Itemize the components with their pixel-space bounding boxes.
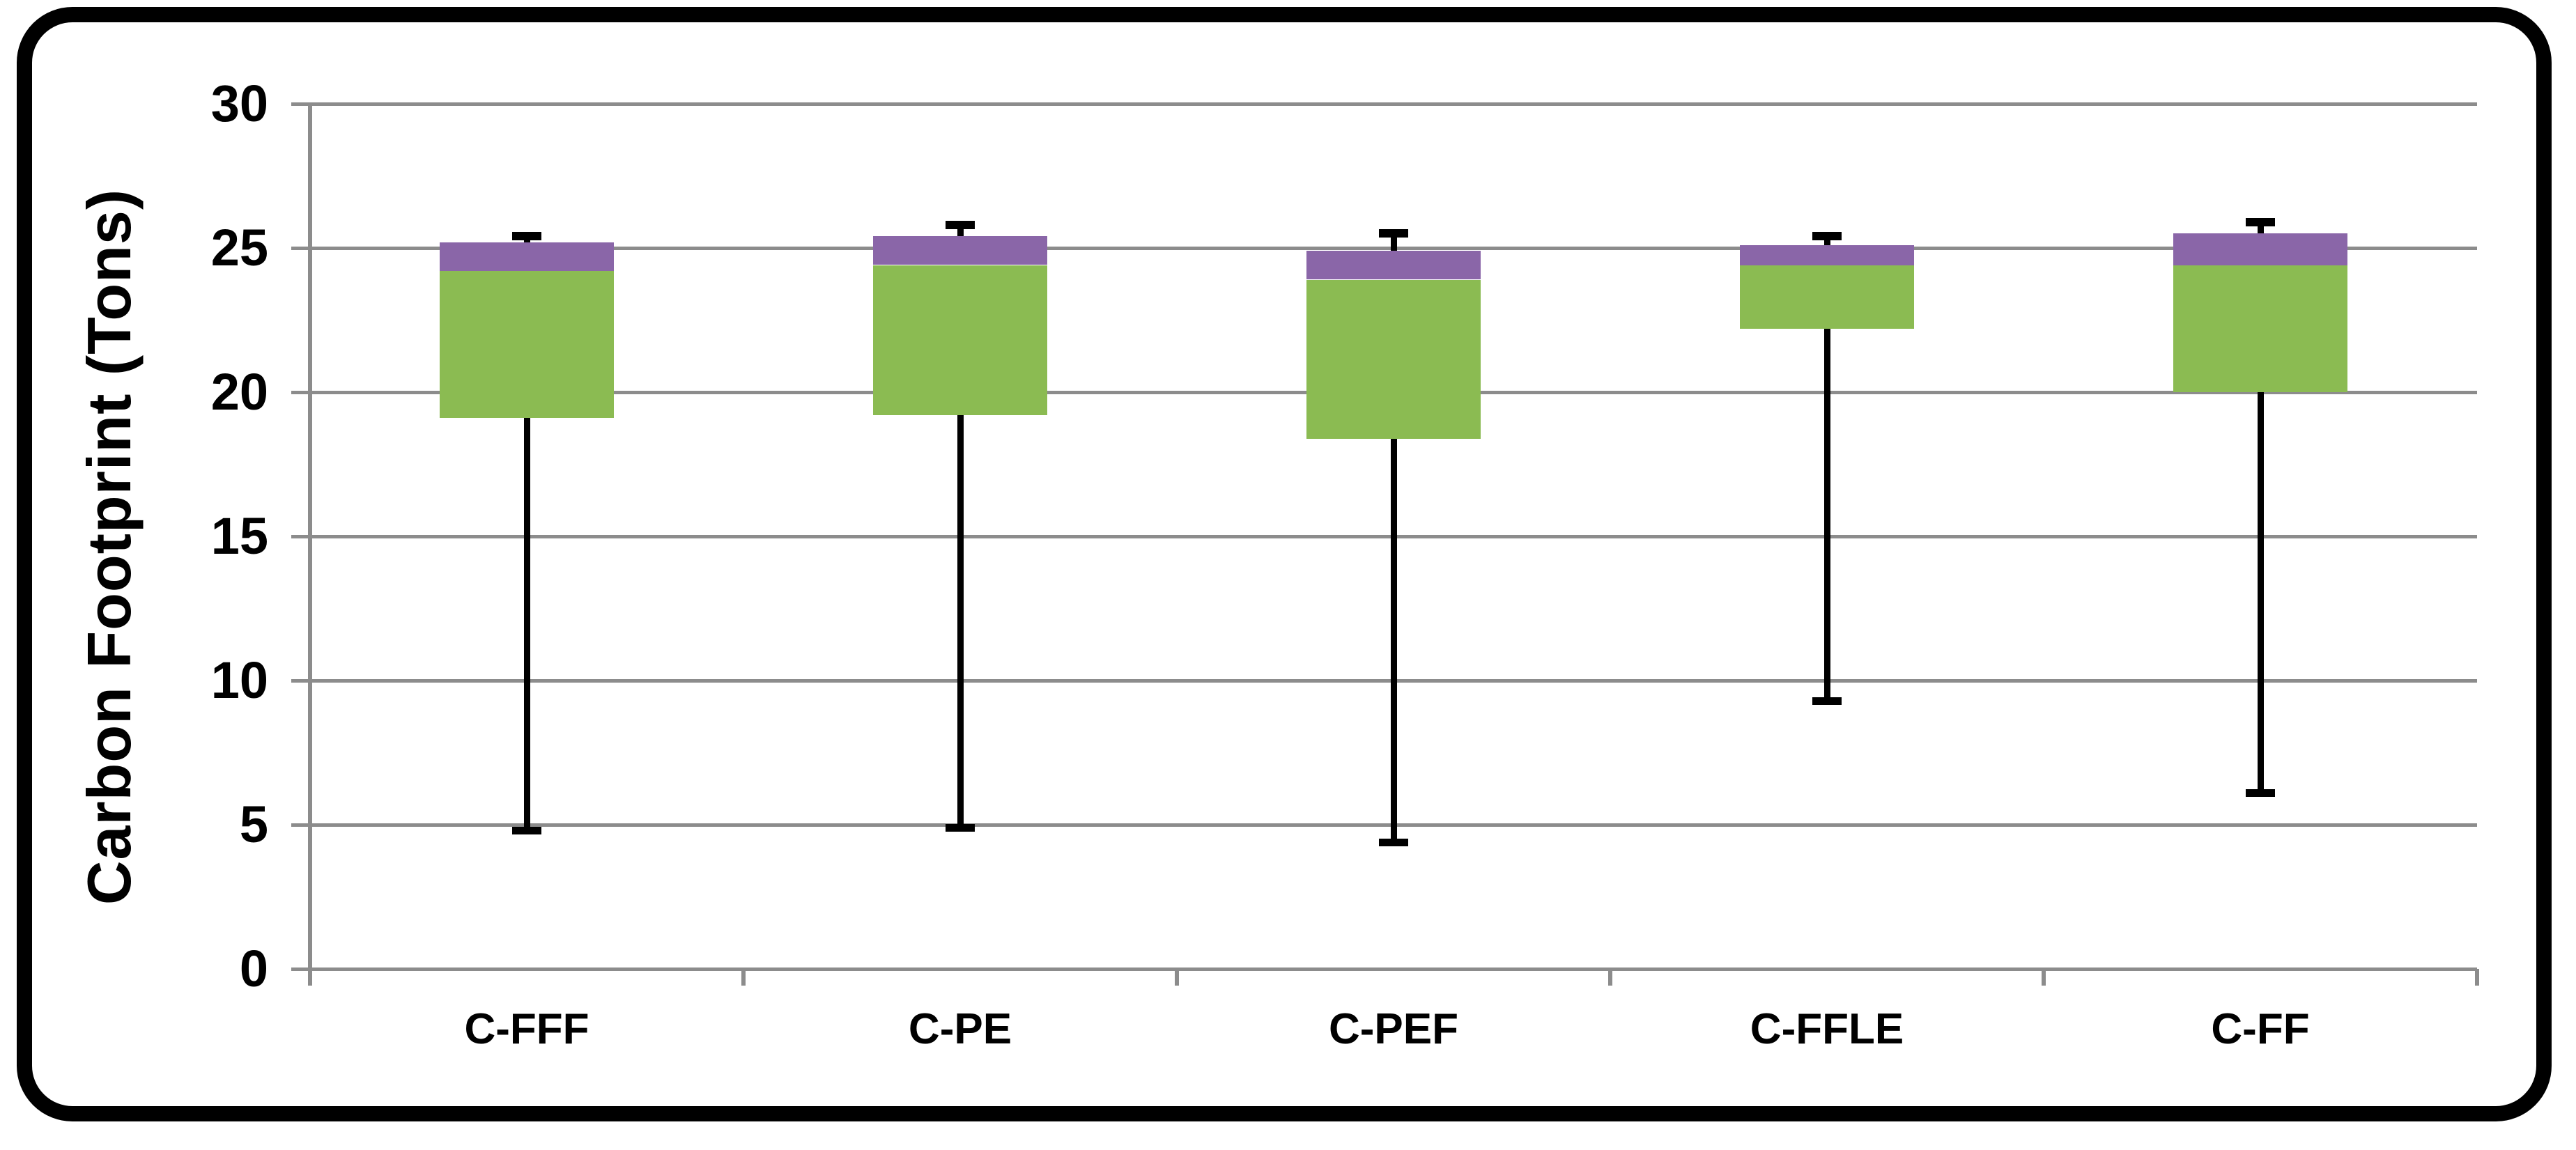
whisker-lower-line-C-FFF (524, 418, 530, 830)
gridline-30 (310, 102, 2477, 106)
x-axis-line (308, 968, 2477, 971)
box-upper-quartile-C-FF (2173, 233, 2347, 265)
y-tick-label-15: 15 (210, 507, 268, 565)
whisker-lower-line-C-FFLE (1824, 329, 1830, 701)
y-axis-line (308, 104, 312, 986)
whisker-upper-stub-C-PEF (1391, 233, 1397, 253)
y-tick-label-25: 25 (210, 219, 268, 277)
x-category-label-C-FFLE: C-FFLE (1750, 1005, 1904, 1053)
whisker-upper-stub-C-FF (2258, 222, 2264, 236)
whisker-lower-line-C-PE (957, 415, 964, 827)
x-category-label-C-FF: C-FF (2211, 1005, 2310, 1053)
whisker-lower-line-C-PEF (1391, 438, 1397, 842)
y-axis-tick-25 (291, 247, 310, 250)
box-lower-quartile-C-FF (2173, 265, 2347, 392)
box-lower-quartile-C-FFF (440, 271, 614, 418)
box-upper-quartile-C-PE (873, 236, 1047, 265)
y-axis-tick-20 (291, 391, 310, 394)
figure-border (17, 7, 2552, 1121)
whisker-upper-stub-C-PE (957, 225, 964, 239)
whisker-max-cap-C-FF (2246, 218, 2275, 226)
whisker-min-cap-C-FF (2246, 789, 2275, 797)
box-lower-quartile-C-FFLE (1740, 265, 1914, 329)
whisker-max-cap-C-PE (946, 221, 975, 229)
whisker-min-cap-C-PE (946, 824, 975, 832)
x-category-label-C-PEF: C-PEF (1329, 1005, 1458, 1053)
y-axis-tick-15 (291, 535, 310, 538)
y-tick-label-5: 5 (239, 795, 268, 853)
y-tick-label-20: 20 (210, 363, 268, 421)
box-upper-quartile-C-FFF (440, 242, 614, 271)
whisker-lower-line-C-FF (2258, 392, 2264, 793)
x-axis-boundary-tick-5 (2475, 969, 2479, 986)
box-upper-quartile-C-FFLE (1740, 245, 1914, 265)
y-axis-tick-10 (291, 679, 310, 683)
y-axis-tick-5 (291, 823, 310, 827)
y-tick-label-30: 30 (210, 75, 268, 132)
box-lower-quartile-C-PEF (1306, 280, 1481, 439)
whisker-min-cap-C-PEF (1379, 839, 1408, 846)
y-axis-tick-30 (291, 102, 310, 106)
x-category-label-C-FFF: C-FFF (464, 1005, 589, 1053)
y-axis-tick-0 (291, 968, 310, 971)
x-axis-boundary-tick-3 (1608, 969, 1612, 986)
x-axis-boundary-tick-2 (1175, 969, 1179, 986)
whisker-upper-stub-C-FFLE (1824, 236, 1830, 247)
whisker-max-cap-C-FFLE (1812, 232, 1842, 240)
whisker-max-cap-C-FFF (512, 232, 541, 240)
y-tick-label-10: 10 (210, 651, 268, 709)
box-upper-quartile-C-PEF (1306, 251, 1481, 279)
box-lower-quartile-C-PE (873, 265, 1047, 415)
whisker-min-cap-C-FFF (512, 827, 541, 834)
whisker-min-cap-C-FFLE (1812, 697, 1842, 705)
whisker-max-cap-C-PEF (1379, 229, 1408, 238)
y-tick-label-0: 0 (239, 940, 268, 997)
x-axis-boundary-tick-1 (741, 969, 746, 986)
x-category-label-C-PE: C-PE (908, 1005, 1012, 1053)
x-axis-boundary-tick-4 (2042, 969, 2046, 986)
